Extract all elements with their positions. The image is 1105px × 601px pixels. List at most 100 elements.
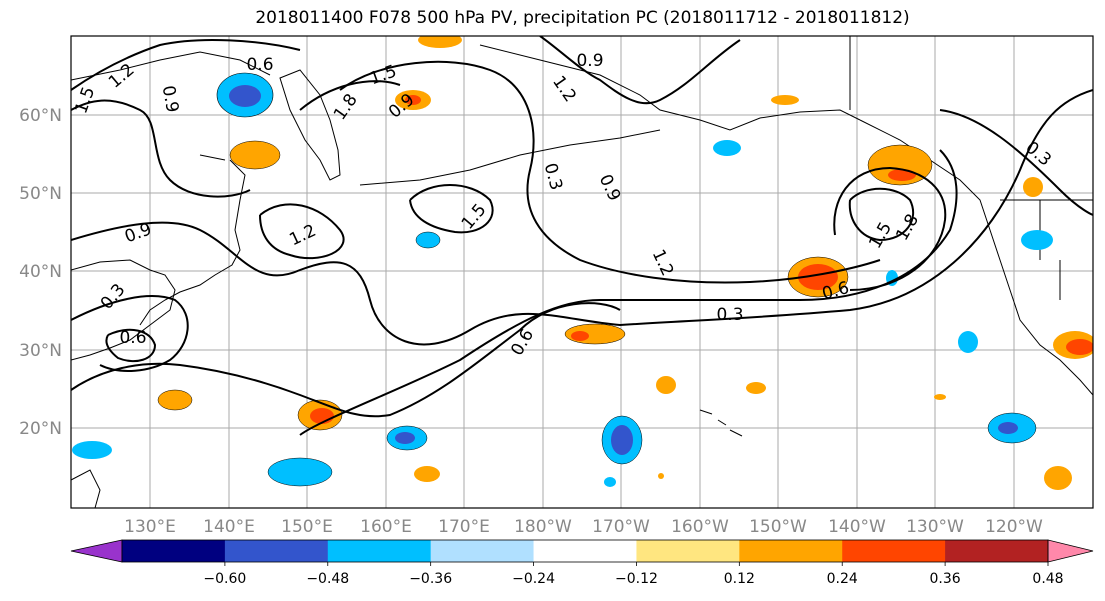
contour-label: 0.6 <box>507 326 538 359</box>
precip-pos <box>571 331 589 341</box>
lon-label: 130°E <box>124 517 176 537</box>
pv-contours <box>71 36 1093 436</box>
colorbar-segment <box>842 540 946 562</box>
precip-pos <box>157 389 193 411</box>
colorbar-tick-label: 0.24 <box>827 571 858 587</box>
colorbar-tick-label: −0.48 <box>306 571 349 587</box>
pv-contour-1.2a <box>259 203 345 260</box>
contour-label: 1.5 <box>71 84 99 116</box>
contour-label: 0.3 <box>540 161 566 192</box>
map-area: 0.61.21.5 0.91.51.80.91.20.90.31.21.50.30… <box>71 36 1093 508</box>
precip-neg <box>998 422 1018 434</box>
lon-label: 160°W <box>671 517 729 537</box>
precip-pos <box>229 140 281 170</box>
pv-contour-1.5a <box>409 184 494 234</box>
coast-hawaii <box>699 409 743 437</box>
colorbar-tick-label: −0.60 <box>203 571 246 587</box>
lon-label: 170°E <box>438 517 490 537</box>
lon-label: 120°W <box>985 517 1043 537</box>
figure-title: 2018011400 F078 500 hPa PV, precipitatio… <box>255 8 910 28</box>
colorbar-segment <box>945 540 1049 562</box>
pv-contour-top <box>71 39 301 91</box>
contour-label: 1.2 <box>648 246 678 279</box>
colorbar-segment <box>327 540 432 562</box>
colorbar: −0.60 −0.48 −0.36 −0.24 −0.12 0.12 0.24 0.36 0.4… <box>70 539 1094 587</box>
pv-contour-1.8 <box>848 187 915 242</box>
contour-label: 1.2 <box>548 72 580 106</box>
precip-pos <box>1066 339 1093 355</box>
lat-label: 20°N <box>19 419 62 439</box>
contour-label: 0.6 <box>246 55 273 75</box>
precip-pos <box>934 394 946 400</box>
lon-label: 160°E <box>360 517 412 537</box>
colorbar-segment <box>533 540 637 562</box>
precip-neg <box>72 441 112 459</box>
precip-neg <box>229 85 261 107</box>
precip-pos <box>418 36 462 48</box>
lon-label: 150°W <box>749 517 807 537</box>
coast-alaska <box>479 44 861 131</box>
precip-neg <box>604 477 616 487</box>
colorbar-tick-label: 0.12 <box>724 571 755 587</box>
colorbar-segment <box>739 540 843 562</box>
colorbar-segment <box>122 540 226 562</box>
lon-label: 150°E <box>281 517 333 537</box>
lon-label: 140°E <box>203 517 255 537</box>
lat-label: 40°N <box>19 262 62 282</box>
contour-label: 0.9 <box>595 171 625 204</box>
precip-pos <box>658 473 664 479</box>
colorbar-frame <box>121 539 1049 563</box>
colorbar-tick-label: 0.48 <box>1032 571 1063 587</box>
lon-label: 140°W <box>828 517 886 537</box>
coast-siberia <box>71 51 271 81</box>
map-frame <box>70 35 1094 509</box>
precip-pos <box>1044 466 1072 490</box>
precip-shading <box>72 36 1093 490</box>
precip-pos <box>746 382 766 394</box>
pv-contour-1.2b <box>339 60 881 284</box>
lat-label: 30°N <box>19 341 62 361</box>
contour-label: 1.8 <box>892 211 923 244</box>
precip-neg <box>267 457 333 487</box>
contour-label: 0.3 <box>1021 138 1055 171</box>
colorbar-tick-label: −0.36 <box>409 571 452 587</box>
contour-label: 0.3 <box>716 305 743 325</box>
coast-aleutians <box>359 129 661 186</box>
colorbar-tick-label: −0.24 <box>512 571 555 587</box>
precip-neg <box>415 231 441 249</box>
contour-label: 1.8 <box>330 90 362 124</box>
pv-contour-1.5b <box>299 80 401 111</box>
coast-philippines <box>71 469 101 508</box>
precip-neg <box>713 140 741 156</box>
precip-pos <box>771 95 799 105</box>
precip-neg <box>958 331 978 353</box>
coast-japan <box>139 154 246 326</box>
contour-label: 0.6 <box>119 328 146 348</box>
contour-label: 0.9 <box>158 84 182 114</box>
precip-pos <box>888 169 916 181</box>
pv-contour-right <box>939 109 1093 216</box>
coast-kamchatka <box>279 69 341 181</box>
precip-pos <box>798 264 838 290</box>
lon-label: 180°W <box>514 517 572 537</box>
pv-contour-0.9b <box>833 166 947 291</box>
precip-pos <box>1023 177 1043 197</box>
pv-contour-0.9 <box>105 328 157 363</box>
pv-contour-left <box>71 99 251 198</box>
contour-label: 0.9 <box>576 51 603 71</box>
contour-label: 1.2 <box>105 60 139 93</box>
precip-pos <box>405 95 421 105</box>
contour-label: 1.5 <box>458 200 491 234</box>
us-borders <box>849 36 1093 300</box>
lat-label: 50°N <box>19 184 62 204</box>
colorbar-tick-label: 0.36 <box>930 571 961 587</box>
colorbar-segment <box>430 540 535 562</box>
precip-pos <box>414 466 440 482</box>
contour-label: 0.3 <box>97 280 130 314</box>
precip-neg <box>611 425 633 455</box>
precip-pos <box>656 376 676 394</box>
colorbar-extend-high <box>1047 539 1094 563</box>
contour-label: 1.2 <box>286 221 319 251</box>
coastlines <box>71 36 1093 508</box>
